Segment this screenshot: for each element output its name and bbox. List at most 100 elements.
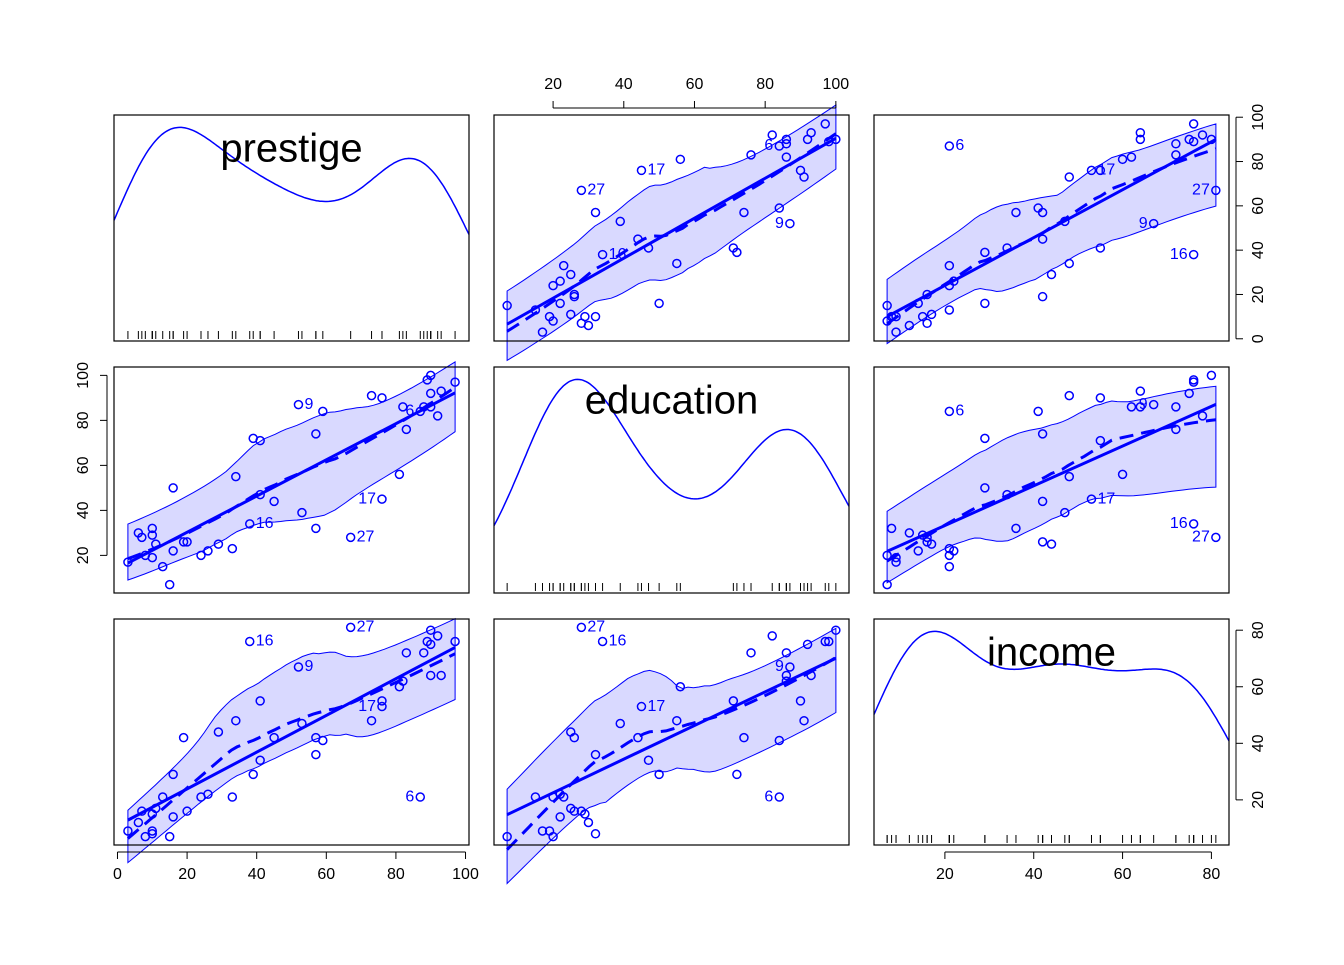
tick-label: 60 [1250, 678, 1267, 696]
point [548, 316, 558, 326]
panel: 6 9 16 17 27 [502, 619, 841, 885]
point-label: 27 [357, 619, 375, 636]
point [1037, 537, 1048, 547]
tick-label: 60 [317, 866, 335, 883]
point [1171, 150, 1181, 160]
point [739, 207, 749, 218]
point [366, 390, 377, 401]
tick-label: 80 [75, 411, 92, 429]
point [227, 792, 238, 802]
tick-label: 40 [615, 76, 633, 93]
point [1188, 519, 1199, 529]
point [151, 539, 161, 549]
point [558, 260, 569, 271]
point [1011, 523, 1021, 534]
point [1086, 494, 1097, 504]
point [576, 806, 587, 816]
point [806, 127, 816, 138]
point [569, 289, 580, 300]
point [904, 528, 915, 538]
smoother-line [886, 418, 1217, 563]
point [450, 636, 460, 647]
point [255, 696, 265, 706]
point-label: 27 [587, 182, 605, 199]
point [537, 327, 548, 337]
point-label: 17 [358, 490, 376, 507]
point [799, 715, 809, 726]
point [904, 320, 915, 331]
panel-frame [873, 114, 1230, 342]
point [196, 792, 206, 802]
point [576, 185, 587, 196]
point [377, 494, 387, 504]
panel: 6 9 16 17 27 [123, 361, 460, 590]
point [1211, 185, 1221, 196]
point [530, 305, 541, 315]
regression-line [506, 656, 837, 817]
point [891, 557, 901, 567]
point [654, 769, 664, 780]
point [672, 258, 682, 269]
point [774, 735, 785, 746]
point [785, 218, 795, 229]
point [168, 812, 178, 822]
panel: income [873, 631, 1230, 843]
point [133, 817, 144, 828]
panel: 6 9 16 17 27 [882, 370, 1221, 590]
point [436, 670, 446, 681]
variable-name: prestige [220, 127, 362, 171]
smoother-line [126, 652, 456, 840]
point-label: 16 [1170, 515, 1188, 532]
point [767, 631, 777, 641]
point [1126, 402, 1137, 412]
point [891, 552, 901, 563]
point [147, 829, 158, 839]
point [781, 152, 792, 162]
point [806, 670, 816, 681]
point-label: 17 [358, 698, 376, 715]
point [1002, 489, 1012, 500]
point [255, 435, 265, 446]
point [311, 429, 321, 439]
point [1011, 207, 1021, 218]
point [432, 631, 443, 641]
panel-frame [113, 114, 470, 342]
panel: prestige [113, 127, 470, 339]
point [1206, 134, 1217, 145]
point [269, 732, 279, 743]
point [227, 543, 238, 554]
point [886, 523, 897, 534]
point [944, 543, 955, 554]
point [147, 530, 158, 540]
point [1064, 471, 1075, 482]
point [415, 792, 426, 802]
point [590, 829, 601, 839]
point [168, 483, 178, 493]
tick-label: 20 [1250, 791, 1267, 809]
point [1095, 165, 1106, 176]
point [802, 639, 813, 650]
point [1188, 119, 1199, 129]
panel-frame [493, 618, 850, 846]
point [1126, 152, 1137, 162]
point [1148, 399, 1159, 410]
panel-frame [113, 366, 470, 594]
point [922, 318, 932, 329]
density-curve [493, 378, 850, 526]
point [820, 636, 830, 647]
point [774, 792, 785, 802]
point [781, 648, 792, 658]
point [213, 539, 224, 549]
point-label: 27 [1192, 182, 1210, 199]
tick-label: 60 [1250, 197, 1267, 215]
point-label: 9 [304, 396, 313, 413]
tick-label: 80 [1250, 153, 1267, 171]
point [636, 165, 647, 176]
point-label: 16 [256, 633, 274, 650]
point [980, 483, 990, 493]
point [590, 311, 601, 322]
spread-band [127, 617, 456, 864]
point [774, 203, 785, 213]
point-label: 9 [775, 658, 784, 675]
point [1135, 402, 1146, 412]
